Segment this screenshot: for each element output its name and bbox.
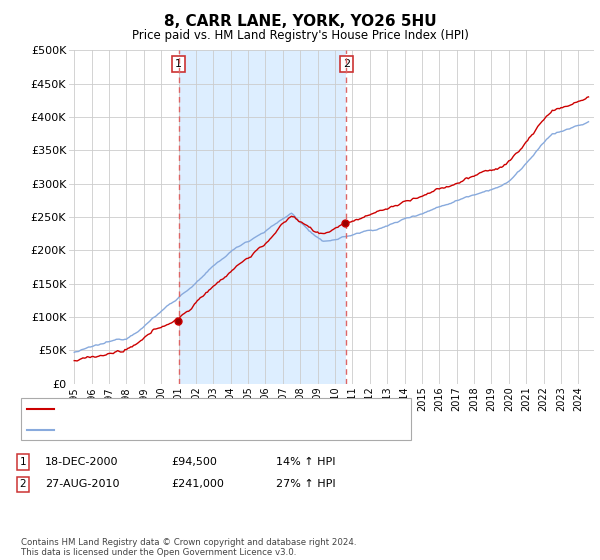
Text: 2: 2	[19, 479, 26, 489]
Text: £241,000: £241,000	[171, 479, 224, 489]
Text: Contains HM Land Registry data © Crown copyright and database right 2024.
This d: Contains HM Land Registry data © Crown c…	[21, 538, 356, 557]
Text: 8, CARR LANE, YORK, YO26 5HU: 8, CARR LANE, YORK, YO26 5HU	[164, 14, 436, 29]
Text: Price paid vs. HM Land Registry's House Price Index (HPI): Price paid vs. HM Land Registry's House …	[131, 29, 469, 42]
Text: 2: 2	[343, 59, 350, 69]
Text: HPI: Average price, semi-detached house, York: HPI: Average price, semi-detached house,…	[60, 424, 304, 435]
Text: 27-AUG-2010: 27-AUG-2010	[45, 479, 119, 489]
Text: 27% ↑ HPI: 27% ↑ HPI	[276, 479, 335, 489]
Text: £94,500: £94,500	[171, 457, 217, 467]
Text: 8, CARR LANE, YORK, YO26 5HU (semi-detached house): 8, CARR LANE, YORK, YO26 5HU (semi-detac…	[60, 404, 349, 414]
Bar	[179, 50, 346, 384]
Text: 14% ↑ HPI: 14% ↑ HPI	[276, 457, 335, 467]
Text: 1: 1	[175, 59, 182, 69]
Text: 1: 1	[19, 457, 26, 467]
Text: 18-DEC-2000: 18-DEC-2000	[45, 457, 119, 467]
